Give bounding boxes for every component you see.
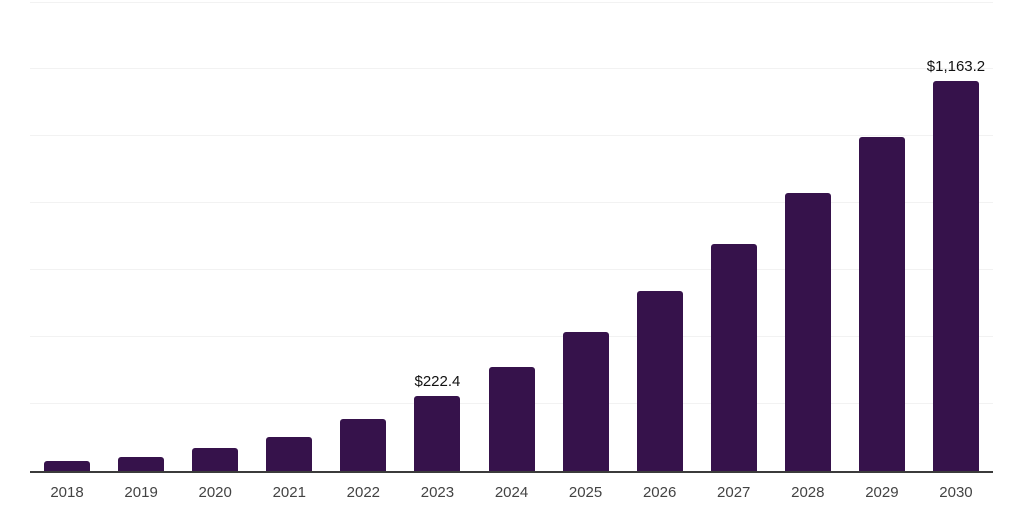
bar-2029 [858, 137, 905, 471]
x-tick-2024: 2024 [494, 484, 529, 501]
gridline [30, 2, 993, 3]
bar-2028 [784, 193, 831, 471]
bar-2018 [44, 461, 91, 471]
x-tick-2027: 2027 [717, 484, 751, 501]
bar-2027 [710, 244, 757, 471]
x-tick-2028: 2028 [791, 484, 825, 501]
x-tick-2030: 2030 [939, 484, 973, 501]
plot-area: $222.4 $1,163.2 [30, 2, 993, 473]
x-tick-2023: 2023 [420, 484, 455, 501]
data-label-2023: $222.4 [414, 373, 461, 390]
x-tick-2026: 2026 [642, 484, 677, 501]
bar-2022 [340, 419, 387, 471]
x-tick-2025: 2025 [568, 484, 603, 501]
gridline [30, 202, 993, 203]
x-tick-2019: 2019 [124, 484, 158, 501]
bar-2021 [266, 437, 313, 471]
gridline [30, 336, 993, 337]
gridline [30, 135, 993, 136]
gridline [30, 269, 993, 270]
bar-2019 [118, 457, 165, 471]
x-tick-2029: 2029 [865, 484, 899, 501]
x-axis-labels: 2018 2019 2020 2021 2022 2023 2024 2025 2026 2027… [30, 484, 993, 504]
bar-2024 [488, 367, 535, 471]
bar-2020 [192, 448, 239, 471]
bar-2030 [932, 81, 979, 471]
data-label-2030: $1,163.2 [926, 58, 986, 75]
x-tick-2021: 2021 [272, 484, 306, 501]
bar-2026 [636, 291, 683, 471]
x-axis-line [30, 471, 993, 473]
x-tick-2020: 2020 [198, 484, 232, 501]
x-tick-2022: 2022 [346, 484, 381, 501]
x-tick-2018: 2018 [50, 484, 84, 501]
bar-2023 [414, 396, 461, 471]
bar-2025 [562, 332, 609, 471]
gridline [30, 68, 993, 69]
